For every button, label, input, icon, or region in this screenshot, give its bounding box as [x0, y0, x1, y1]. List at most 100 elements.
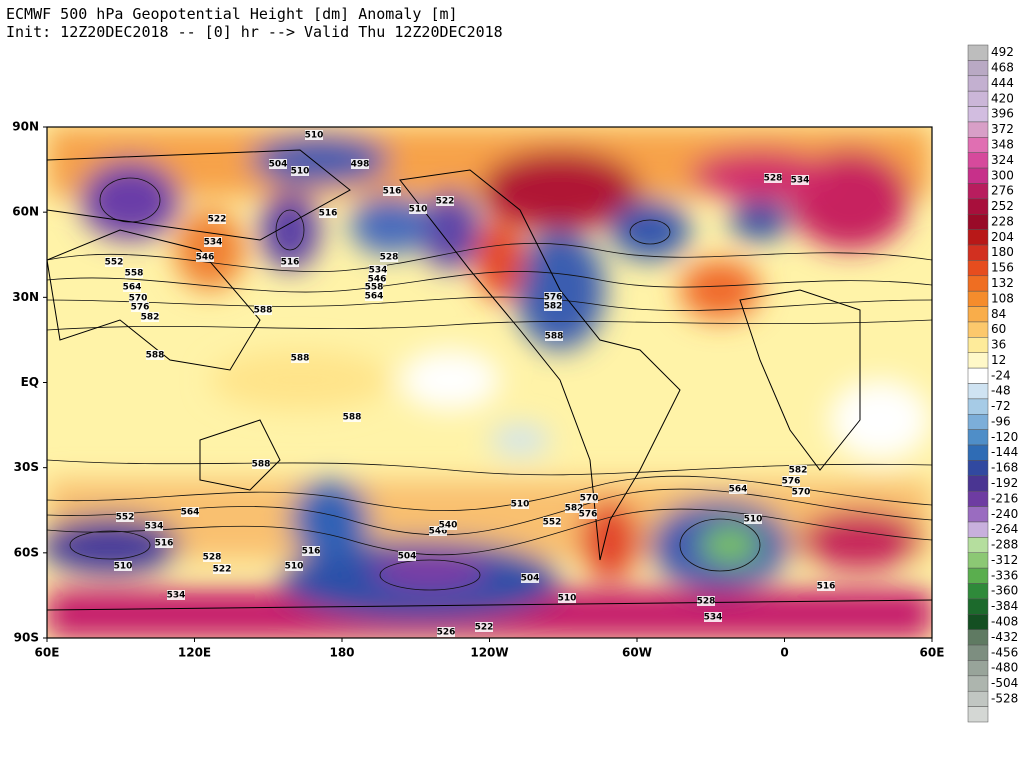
contour-label-bg — [764, 173, 782, 183]
contour-label: 516 — [817, 582, 836, 592]
legend-label: -192 — [991, 476, 1018, 490]
contour-label: 510 — [558, 594, 577, 604]
contour-label: 564 — [729, 485, 748, 495]
contour-label: 528 — [697, 597, 716, 607]
legend-swatch — [967, 429, 989, 446]
lon-label: 180 — [329, 646, 354, 660]
contour-label-bg — [129, 293, 147, 303]
contour-label: 510 — [511, 500, 530, 510]
contour-label-bg — [521, 573, 539, 583]
contour-label: 588 — [545, 332, 564, 342]
lon-label: 60E — [35, 646, 60, 660]
contour-label-bg — [792, 487, 810, 497]
legend-label: 420 — [991, 91, 1014, 105]
contour-label-bg — [319, 208, 337, 218]
contour-label-bg — [302, 546, 320, 556]
contour-label: 588 — [291, 354, 310, 364]
contour-label: 570 — [792, 488, 811, 498]
contour-label: 504 — [269, 160, 288, 170]
legend-label: 228 — [991, 214, 1014, 228]
contour-label: 510 — [409, 205, 428, 215]
legend-swatch — [967, 106, 989, 123]
contour-label: 582 — [141, 313, 160, 323]
contour-label-bg — [398, 551, 416, 561]
contour-label-bg — [579, 509, 597, 519]
contour-label-bg — [365, 282, 383, 292]
legend-label: -432 — [991, 630, 1018, 644]
legend-swatch — [967, 275, 989, 292]
legend-label: 396 — [991, 107, 1014, 121]
contour-label: 588 — [254, 306, 273, 316]
legend-label: -24 — [991, 368, 1011, 382]
map — [47, 127, 932, 638]
legend-swatch — [967, 367, 989, 384]
legend-swatch — [967, 183, 989, 200]
legend: 4924684444203963723483243002762522282041… — [967, 44, 1018, 723]
legend-swatch — [967, 598, 989, 615]
legend-label: -48 — [991, 384, 1011, 398]
legend-label: -312 — [991, 553, 1018, 567]
contour-label: 576 — [579, 510, 598, 520]
contour-label: 526 — [437, 628, 456, 638]
contour-label: 516 — [281, 258, 300, 268]
legend-swatch — [967, 198, 989, 215]
contour-label-bg — [204, 237, 222, 247]
contour-label-bg — [368, 274, 386, 284]
contour-label: 576 — [131, 303, 150, 313]
lon-label: 60W — [622, 646, 652, 660]
legend-label: 300 — [991, 168, 1014, 182]
legend-swatch — [967, 444, 989, 461]
legend-label: -480 — [991, 661, 1018, 675]
contour-label: 576 — [544, 293, 563, 303]
legend-label: -456 — [991, 645, 1018, 659]
legend-swatch — [967, 552, 989, 569]
contour-label: 558 — [365, 283, 384, 293]
contour-label-bg — [125, 268, 143, 278]
contour-label-bg — [343, 412, 361, 422]
contour-label-bg — [475, 622, 493, 632]
contour-label-bg — [729, 484, 747, 494]
legend-swatch — [967, 506, 989, 523]
contour-label: 528 — [203, 553, 222, 563]
contour-label-bg — [409, 204, 427, 214]
legend-swatch — [967, 121, 989, 138]
lat-label: 30S — [14, 460, 39, 474]
legend-label: 444 — [991, 76, 1014, 90]
legend-swatch — [967, 60, 989, 77]
legend-swatch — [967, 229, 989, 246]
contour-label-bg — [285, 561, 303, 571]
contour-label-bg — [511, 499, 529, 509]
contour-label: 540 — [439, 521, 458, 531]
legend-label: 12 — [991, 353, 1006, 367]
lon-label: 60E — [920, 646, 945, 660]
contour-label-bg — [203, 552, 221, 562]
legend-swatch — [967, 44, 989, 61]
contour-label: 582 — [789, 466, 808, 476]
contour-label-bg — [558, 593, 576, 603]
legend-label: -168 — [991, 461, 1018, 475]
lat-label: 90N — [12, 120, 39, 134]
contour-label: 510 — [285, 562, 304, 572]
contour-label-bg — [436, 196, 454, 206]
legend-swatch — [967, 614, 989, 630]
legend-swatch — [967, 398, 989, 415]
legend-swatch — [967, 383, 989, 400]
contour-label-bg — [544, 301, 562, 311]
lat-label: 90S — [14, 631, 39, 645]
legend-swatch — [967, 214, 989, 230]
legend-swatch — [967, 567, 989, 584]
coastlines — [47, 149, 932, 611]
axes: 60E 120E 180 120W 60W 0 60E 90N 60N 30N EQ 30S 60S 90… — [12, 120, 944, 660]
contour-label: 516 — [155, 539, 174, 549]
legend-label: 180 — [991, 245, 1014, 259]
contour-label-bg — [782, 476, 800, 486]
legend-label: -408 — [991, 614, 1018, 628]
contour-label: 582 — [544, 302, 563, 312]
contour-label: 570 — [129, 294, 148, 304]
legend-label: 84 — [991, 307, 1006, 321]
contour-label: 564 — [181, 508, 200, 518]
contour-label-bg — [281, 257, 299, 267]
legend-swatch — [967, 75, 989, 92]
lat-label: 60S — [14, 545, 39, 559]
contour-label-bg — [543, 517, 561, 527]
